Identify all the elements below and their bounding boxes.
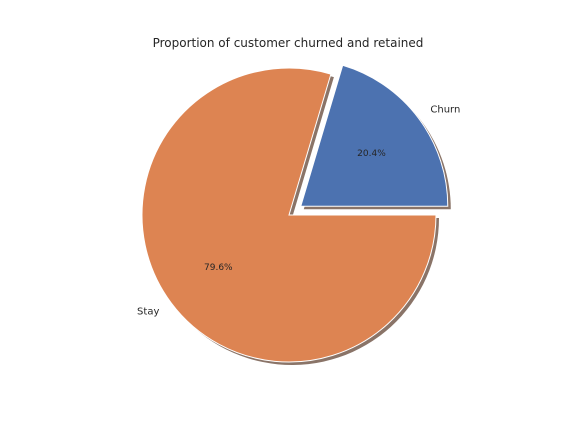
pie-label-stay: Stay bbox=[137, 307, 159, 318]
chart-title: Proportion of customer churned and retai… bbox=[152, 36, 424, 50]
pie-slice-stay bbox=[141, 67, 437, 363]
pie-pct-label-churn: 20.4% bbox=[357, 149, 386, 159]
pie-pct-label-stay: 79.6% bbox=[204, 263, 233, 273]
pie-label-churn: Churn bbox=[430, 105, 460, 116]
pie-slice-churn bbox=[300, 64, 449, 207]
